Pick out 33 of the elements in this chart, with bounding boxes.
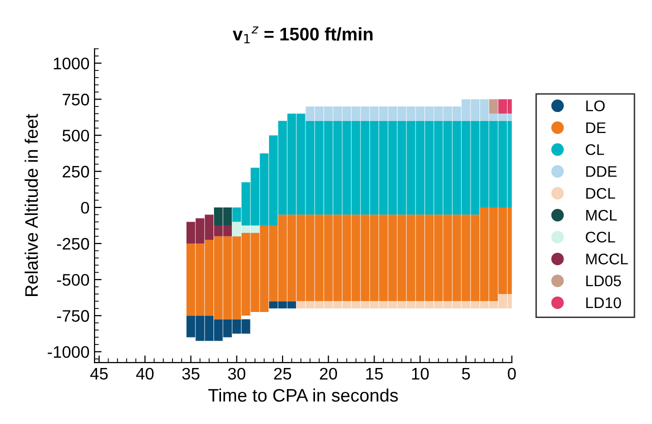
y-tick-label: 0 [81, 202, 90, 214]
y-tick-label: -250 [57, 238, 90, 250]
legend-label: CCL [586, 232, 616, 243]
x-axis-title: Time to CPA in seconds [208, 388, 398, 402]
y-tick-label: 250 [62, 166, 90, 178]
legend-label: LD05 [586, 276, 621, 286]
legend-label: MCCL [586, 254, 628, 264]
legend-label: LO [586, 100, 605, 112]
legend-label: LD10 [586, 297, 621, 308]
x-tick-label: 25 [274, 368, 292, 380]
y-tick-label: -1000 [48, 346, 90, 358]
x-tick-label: 10 [412, 368, 429, 380]
y-tick-label: 500 [62, 130, 90, 142]
x-tick-label: 35 [182, 368, 200, 380]
x-tick-label: 20 [320, 368, 338, 380]
legend-label: CL [586, 144, 604, 156]
x-tick-label: 45 [90, 368, 108, 380]
legend-label: DDE [586, 166, 617, 177]
x-tick-label: 5 [462, 368, 470, 380]
y-tick-label: 750 [62, 94, 90, 106]
bar [489, 99, 498, 114]
y-tick-label: 1000 [54, 58, 90, 70]
x-tick-label: 40 [136, 368, 154, 380]
y-axis-title: Relative Altitude in feet [24, 114, 38, 296]
x-tick-label: 30 [228, 368, 246, 380]
legend-label: DCL [586, 188, 616, 199]
chart-title: v$_{1}$$^{z}$ = 1500 ft/min [232, 26, 373, 44]
y-tick-label: -500 [57, 274, 90, 286]
y-tick-label: -750 [57, 310, 90, 322]
x-tick-label: 0 [508, 368, 516, 380]
legend-label: MCL [586, 210, 617, 221]
legend-label: DE [586, 122, 606, 134]
x-tick-label: 15 [366, 368, 383, 380]
